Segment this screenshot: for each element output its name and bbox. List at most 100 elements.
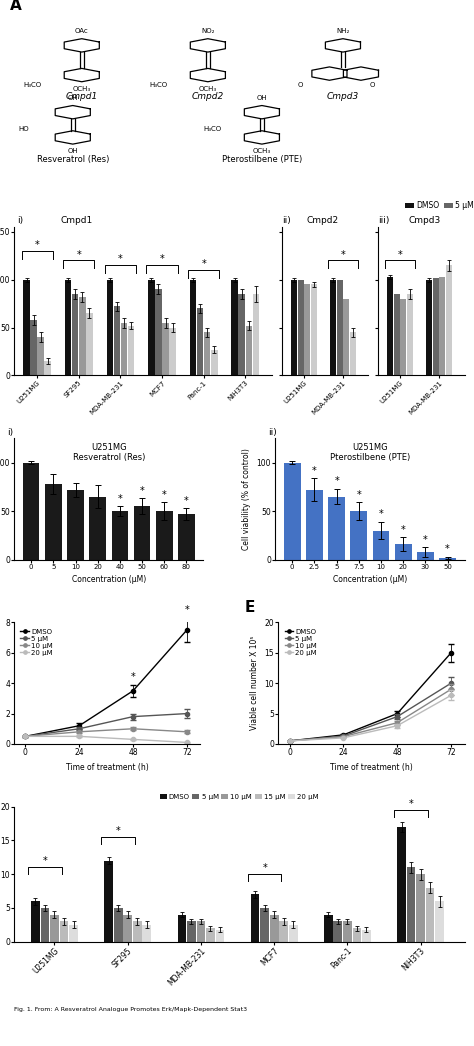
Text: i): i) bbox=[7, 428, 13, 437]
Text: *: * bbox=[423, 535, 428, 545]
10 μM bbox=[184, 726, 190, 738]
Text: *: * bbox=[116, 825, 120, 836]
DMSO bbox=[448, 646, 454, 659]
Line: DMSO: DMSO bbox=[23, 628, 189, 738]
Bar bbox=[30, 320, 37, 376]
10 μM bbox=[287, 734, 292, 747]
10 μM bbox=[76, 726, 82, 738]
Text: NO₂: NO₂ bbox=[201, 28, 215, 33]
Bar bbox=[60, 922, 68, 941]
Bar bbox=[45, 484, 62, 560]
X-axis label: Time of treatment (h): Time of treatment (h) bbox=[66, 763, 149, 772]
DMSO bbox=[76, 720, 82, 732]
Text: Cmpd3: Cmpd3 bbox=[327, 92, 359, 101]
Text: Fig. 1. From: A Resveratrol Analogue Promotes Erk/Mapk-Dependent Stat3: Fig. 1. From: A Resveratrol Analogue Pro… bbox=[14, 1006, 247, 1011]
5 μM bbox=[184, 707, 190, 720]
Text: E: E bbox=[245, 600, 255, 615]
Text: O: O bbox=[298, 82, 303, 88]
DMSO bbox=[287, 734, 292, 747]
Bar bbox=[362, 930, 371, 941]
Text: OCH₃: OCH₃ bbox=[199, 86, 217, 92]
Bar bbox=[270, 914, 279, 941]
Text: OH: OH bbox=[67, 94, 78, 100]
Text: Cmpd3: Cmpd3 bbox=[409, 217, 441, 226]
Bar bbox=[187, 922, 196, 941]
Bar bbox=[111, 511, 128, 560]
Text: ii): ii) bbox=[283, 217, 291, 226]
Bar bbox=[353, 928, 361, 941]
DMSO bbox=[130, 684, 136, 697]
Bar bbox=[279, 922, 288, 941]
Bar bbox=[231, 279, 238, 376]
Bar bbox=[328, 497, 345, 560]
Text: *: * bbox=[398, 250, 402, 259]
Bar bbox=[330, 279, 336, 376]
10 μM bbox=[448, 683, 454, 696]
Bar bbox=[23, 279, 30, 376]
10 μM bbox=[130, 723, 136, 735]
Bar bbox=[284, 462, 301, 560]
Text: *: * bbox=[162, 490, 167, 500]
Bar bbox=[133, 922, 142, 941]
Line: 10 μM: 10 μM bbox=[288, 687, 453, 743]
Line: 20 μM: 20 μM bbox=[23, 734, 189, 745]
10 μM bbox=[23, 730, 28, 743]
Line: 20 μM: 20 μM bbox=[288, 693, 453, 743]
Text: Cmpd2: Cmpd2 bbox=[307, 217, 338, 226]
Bar bbox=[121, 323, 127, 376]
Text: *: * bbox=[262, 863, 267, 872]
Bar bbox=[204, 333, 210, 376]
Bar bbox=[178, 514, 195, 560]
20 μM bbox=[130, 733, 136, 746]
Text: NH₂: NH₂ bbox=[336, 28, 350, 33]
Bar bbox=[86, 313, 92, 376]
Text: *: * bbox=[118, 254, 123, 265]
Bar bbox=[311, 285, 317, 376]
Text: iii): iii) bbox=[378, 217, 390, 226]
Bar bbox=[69, 925, 78, 941]
Bar bbox=[72, 294, 79, 376]
Bar bbox=[45, 361, 51, 376]
Bar bbox=[114, 306, 120, 376]
Text: *: * bbox=[43, 856, 47, 866]
Bar bbox=[289, 925, 298, 941]
Line: DMSO: DMSO bbox=[288, 651, 453, 743]
Text: *: * bbox=[118, 494, 122, 504]
Bar bbox=[416, 874, 425, 941]
Text: *: * bbox=[409, 799, 413, 809]
Text: OCH₃: OCH₃ bbox=[73, 86, 91, 92]
Text: Cmpd1: Cmpd1 bbox=[61, 217, 93, 226]
20 μM bbox=[287, 734, 292, 747]
Bar bbox=[134, 506, 150, 560]
Line: 5 μM: 5 μM bbox=[288, 681, 453, 743]
Bar bbox=[148, 279, 155, 376]
Bar bbox=[107, 279, 113, 376]
Text: H₃CO: H₃CO bbox=[203, 126, 221, 132]
Bar bbox=[433, 278, 439, 376]
Text: *: * bbox=[201, 259, 206, 269]
20 μM bbox=[76, 730, 82, 743]
Text: *: * bbox=[184, 605, 189, 615]
Bar bbox=[417, 552, 434, 560]
5 μM bbox=[394, 710, 400, 723]
Bar bbox=[439, 277, 446, 376]
Text: U251MG
Resveratrol (Res): U251MG Resveratrol (Res) bbox=[73, 444, 145, 462]
Bar bbox=[393, 294, 400, 376]
5 μM bbox=[76, 723, 82, 735]
Bar bbox=[350, 511, 367, 560]
Bar bbox=[407, 294, 413, 376]
Text: *: * bbox=[312, 465, 317, 476]
Bar bbox=[298, 279, 304, 376]
Text: H₃CO: H₃CO bbox=[149, 82, 167, 88]
Bar bbox=[306, 490, 323, 560]
Text: OH: OH bbox=[256, 94, 267, 100]
5 μM bbox=[23, 730, 28, 743]
Bar bbox=[23, 462, 39, 560]
X-axis label: Time of treatment (h): Time of treatment (h) bbox=[330, 763, 413, 772]
Bar bbox=[304, 285, 310, 376]
Text: O: O bbox=[370, 82, 375, 88]
20 μM bbox=[23, 730, 28, 743]
Bar bbox=[178, 914, 186, 941]
Bar bbox=[142, 925, 151, 941]
Bar bbox=[337, 279, 343, 376]
